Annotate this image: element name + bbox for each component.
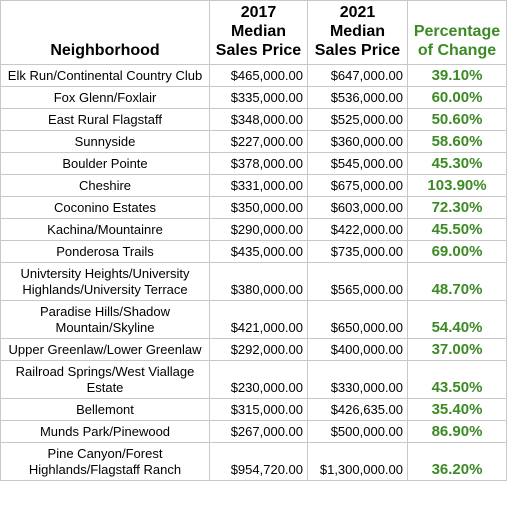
price-2017-cell: $267,000.00 [209,420,308,443]
table-row: Cheshire $331,000.00 $675,000.00 103.90% [0,174,507,197]
price-2021-cell: $603,000.00 [307,196,408,219]
table-header: Neighborhood 2017 Median Sales Price 202… [0,0,507,65]
price-2021-cell: $525,000.00 [307,108,408,131]
change-cell: 45.30% [407,152,507,175]
header-cell: Neighborhood [0,0,210,65]
neighborhood-cell: Upper Greenlaw/Lower Greenlaw [0,338,210,361]
price-2017-cell: $350,000.00 [209,196,308,219]
price-2021-cell: $545,000.00 [307,152,408,175]
table-row: Coconino Estates $350,000.00 $603,000.00 72… [0,196,507,219]
price-2021-cell: $650,000.00 [307,300,408,339]
neighborhood-cell: Sunnyside [0,130,210,153]
price-2021-cell: $565,000.00 [307,262,408,301]
change-cell: 103.90% [407,174,507,197]
neighborhood-cell: Boulder Pointe [0,152,210,175]
price-2017-cell: $348,000.00 [209,108,308,131]
neighborhood-cell: Univtersity Heights/University Highlands… [0,262,210,301]
change-cell: 69.00% [407,240,507,263]
change-cell: 37.00% [407,338,507,361]
price-2017-cell: $421,000.00 [209,300,308,339]
price-2017-cell: $335,000.00 [209,86,308,109]
price-2017-cell: $290,000.00 [209,218,308,241]
neighborhood-cell: Cheshire [0,174,210,197]
neighborhood-cell: Coconino Estates [0,196,210,219]
table-row: Pine Canyon/Forest Highlands/Flagstaff R… [0,442,507,481]
table-row: Railroad Springs/West Viallage Estate $23… [0,360,507,399]
change-cell: 39.10% [407,64,507,87]
table-row: Bellemont $315,000.00 $426,635.00 35.40% [0,398,507,421]
table-row: Univtersity Heights/University Highlands… [0,262,507,301]
change-cell: 86.90% [407,420,507,443]
price-2021-cell: $536,000.00 [307,86,408,109]
neighborhood-cell: Elk Run/Continental Country Club [0,64,210,87]
header-cell: Percentage of Change [407,0,507,65]
table-row: Upper Greenlaw/Lower Greenlaw $292,000.00… [0,338,507,361]
table-row: Boulder Pointe $378,000.00 $545,000.00 45.3… [0,152,507,175]
price-2017-cell: $315,000.00 [209,398,308,421]
price-2021-cell: $360,000.00 [307,130,408,153]
header-cell: 2017 Median Sales Price [209,0,308,65]
price-2021-cell: $647,000.00 [307,64,408,87]
neighborhood-cell: Ponderosa Trails [0,240,210,263]
price-2017-cell: $292,000.00 [209,338,308,361]
change-cell: 50.60% [407,108,507,131]
neighborhood-cell: East Rural Flagstaff [0,108,210,131]
neighborhood-cell: Bellemont [0,398,210,421]
change-cell: 72.30% [407,196,507,219]
price-2021-cell: $675,000.00 [307,174,408,197]
table-row: Paradise Hills/Shadow Mountain/Skyline $4… [0,300,507,339]
header-row: Neighborhood 2017 Median Sales Price 202… [0,0,507,65]
price-2021-cell: $422,000.00 [307,218,408,241]
price-2017-cell: $380,000.00 [209,262,308,301]
change-cell: 35.40% [407,398,507,421]
price-2017-cell: $954,720.00 [209,442,308,481]
price-2017-cell: $465,000.00 [209,64,308,87]
table-row: Munds Park/Pinewood $267,000.00 $500,000.0… [0,420,507,443]
price-2021-cell: $735,000.00 [307,240,408,263]
change-cell: 45.50% [407,218,507,241]
neighborhood-cell: Kachina/Mountainre [0,218,210,241]
table-row: East Rural Flagstaff $348,000.00 $525,000.… [0,108,507,131]
change-cell: 48.70% [407,262,507,301]
price-2021-cell: $1,300,000.00 [307,442,408,481]
change-cell: 43.50% [407,360,507,399]
table-row: Ponderosa Trails $435,000.00 $735,000.00 69… [0,240,507,263]
table-row: Elk Run/Continental Country Club $465,000… [0,64,507,87]
price-2017-cell: $378,000.00 [209,152,308,175]
price-2021-cell: $500,000.00 [307,420,408,443]
change-cell: 54.40% [407,300,507,339]
table-row: Fox Glenn/Foxlair $335,000.00 $536,000.00 6… [0,86,507,109]
neighborhood-cell: Fox Glenn/Foxlair [0,86,210,109]
neighborhood-cell: Paradise Hills/Shadow Mountain/Skyline [0,300,210,339]
table-row: Sunnyside $227,000.00 $360,000.00 58.60% [0,130,507,153]
price-2017-cell: $230,000.00 [209,360,308,399]
change-cell: 60.00% [407,86,507,109]
neighborhood-cell: Railroad Springs/West Viallage Estate [0,360,210,399]
table-body: Elk Run/Continental Country Club $465,000… [0,64,507,481]
price-2021-cell: $400,000.00 [307,338,408,361]
neighborhood-cell: Pine Canyon/Forest Highlands/Flagstaff R… [0,442,210,481]
change-cell: 36.20% [407,442,507,481]
price-2017-cell: $227,000.00 [209,130,308,153]
price-2021-cell: $330,000.00 [307,360,408,399]
price-2017-cell: $435,000.00 [209,240,308,263]
table-row: Kachina/Mountainre $290,000.00 $422,000.00… [0,218,507,241]
header-cell: 2021 Median Sales Price [307,0,408,65]
price-table: Neighborhood 2017 Median Sales Price 202… [0,0,507,481]
change-cell: 58.60% [407,130,507,153]
price-2017-cell: $331,000.00 [209,174,308,197]
price-2021-cell: $426,635.00 [307,398,408,421]
neighborhood-cell: Munds Park/Pinewood [0,420,210,443]
